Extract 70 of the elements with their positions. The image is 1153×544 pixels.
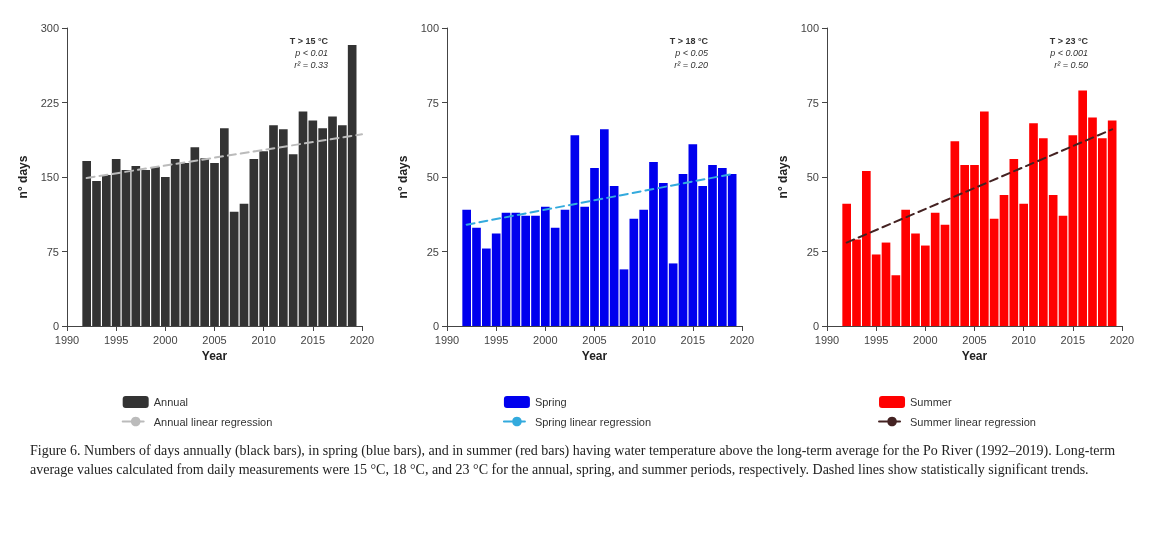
bar	[239, 203, 248, 326]
annotation: p < 0.05	[673, 47, 709, 58]
x-axis-title: Year	[581, 348, 608, 363]
y-tick-label: 50	[426, 171, 439, 183]
bar	[560, 209, 569, 326]
x-tick-label: 2005	[201, 333, 227, 346]
legend-label: Annual linear regression	[153, 415, 272, 428]
legend-label: Spring	[534, 396, 567, 408]
x-tick-label: 1990	[814, 333, 839, 346]
bar	[881, 242, 890, 326]
y-tick-label: 25	[426, 245, 439, 258]
x-tick-label: 2010	[630, 333, 656, 346]
annotation: r² = 0.50	[1053, 59, 1088, 70]
bar	[180, 163, 189, 326]
legend-label: Annual	[153, 396, 188, 408]
x-tick-label: 2000	[912, 333, 938, 346]
bar	[999, 194, 1008, 326]
y-tick-label: 225	[40, 96, 59, 109]
bar	[501, 212, 510, 326]
bar	[1058, 215, 1067, 326]
bar	[619, 269, 628, 326]
annotation: p < 0.001	[1048, 47, 1088, 58]
legend-label: Summer linear regression	[909, 415, 1036, 428]
y-tick-label: 0	[812, 320, 819, 332]
x-axis-title: Year	[961, 348, 988, 363]
x-tick-label: 2010	[1010, 333, 1036, 346]
caption: Figure 6. Numbers of days annually (black bars), in spring (blue bars), and in summer (red bars) having water temperature above the long-term average for the Po River (1992–2019). Long-term average values calculated from daily measurements were 15 °C, 18 °C, and 23 °C for the annual, spring, and summer periods, respectively. Dashed lines show statistically significant trends.	[30, 442, 1117, 479]
x-tick-label: 2020	[1109, 333, 1134, 346]
x-tick-label: 1995	[863, 333, 888, 346]
x-tick-label: 2010	[250, 333, 276, 346]
y-tick-label: 75	[46, 245, 59, 258]
x-tick-label: 2015	[300, 333, 325, 346]
x-tick-label: 2005	[581, 333, 607, 346]
bar	[940, 224, 949, 326]
annotation: T > 23 °C	[1049, 35, 1088, 46]
bar	[678, 174, 687, 326]
annotation: p < 0.01	[293, 47, 328, 58]
annotation: r² = 0.33	[293, 59, 328, 70]
bar	[121, 170, 130, 326]
legend-label: Spring linear regression	[534, 415, 651, 428]
x-tick-label: 2000	[152, 333, 178, 346]
annotation: r² = 0.20	[673, 59, 708, 70]
y-axis-title: n° days	[395, 155, 410, 199]
y-tick-label: 50	[806, 171, 819, 183]
bar	[298, 111, 307, 326]
y-tick-label: 100	[800, 22, 819, 34]
legend-label: Summer	[909, 396, 952, 408]
x-tick-label: 2000	[532, 333, 558, 346]
y-axis-title: n° days	[15, 155, 30, 199]
y-tick-label: 100	[420, 22, 439, 34]
y-tick-label: 0	[432, 320, 439, 332]
x-tick-label: 2020	[349, 333, 374, 346]
x-tick-label: 2005	[961, 333, 987, 346]
x-tick-label: 1990	[54, 333, 79, 346]
x-tick-label: 2015	[1060, 333, 1085, 346]
x-tick-label: 1990	[434, 333, 459, 346]
annotation: T > 18 °C	[669, 35, 708, 46]
x-axis-title: Year	[201, 348, 228, 363]
y-tick-label: 150	[40, 171, 59, 183]
x-tick-label: 1995	[483, 333, 508, 346]
y-tick-label: 75	[426, 96, 439, 109]
y-axis-title: n° days	[775, 155, 790, 199]
x-tick-label: 2020	[729, 333, 754, 346]
y-tick-label: 75	[806, 96, 819, 109]
y-tick-label: 0	[52, 320, 59, 332]
x-tick-label: 2015	[680, 333, 705, 346]
y-tick-label: 25	[806, 245, 819, 258]
y-tick-label: 300	[40, 22, 59, 34]
x-tick-label: 1995	[103, 333, 128, 346]
annotation: T > 15 °C	[289, 35, 328, 46]
